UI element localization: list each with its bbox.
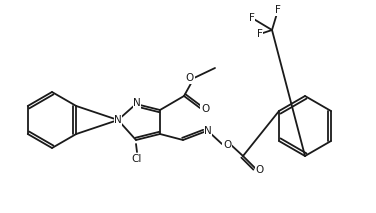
Text: O: O xyxy=(223,140,231,150)
Text: N: N xyxy=(133,98,141,108)
Text: F: F xyxy=(275,5,281,15)
Text: O: O xyxy=(201,104,209,114)
Text: O: O xyxy=(256,165,264,175)
Text: Cl: Cl xyxy=(132,154,142,164)
Text: F: F xyxy=(257,29,263,39)
Text: F: F xyxy=(249,13,255,23)
Text: O: O xyxy=(186,73,194,83)
Text: N: N xyxy=(114,115,122,125)
Text: N: N xyxy=(204,126,212,136)
